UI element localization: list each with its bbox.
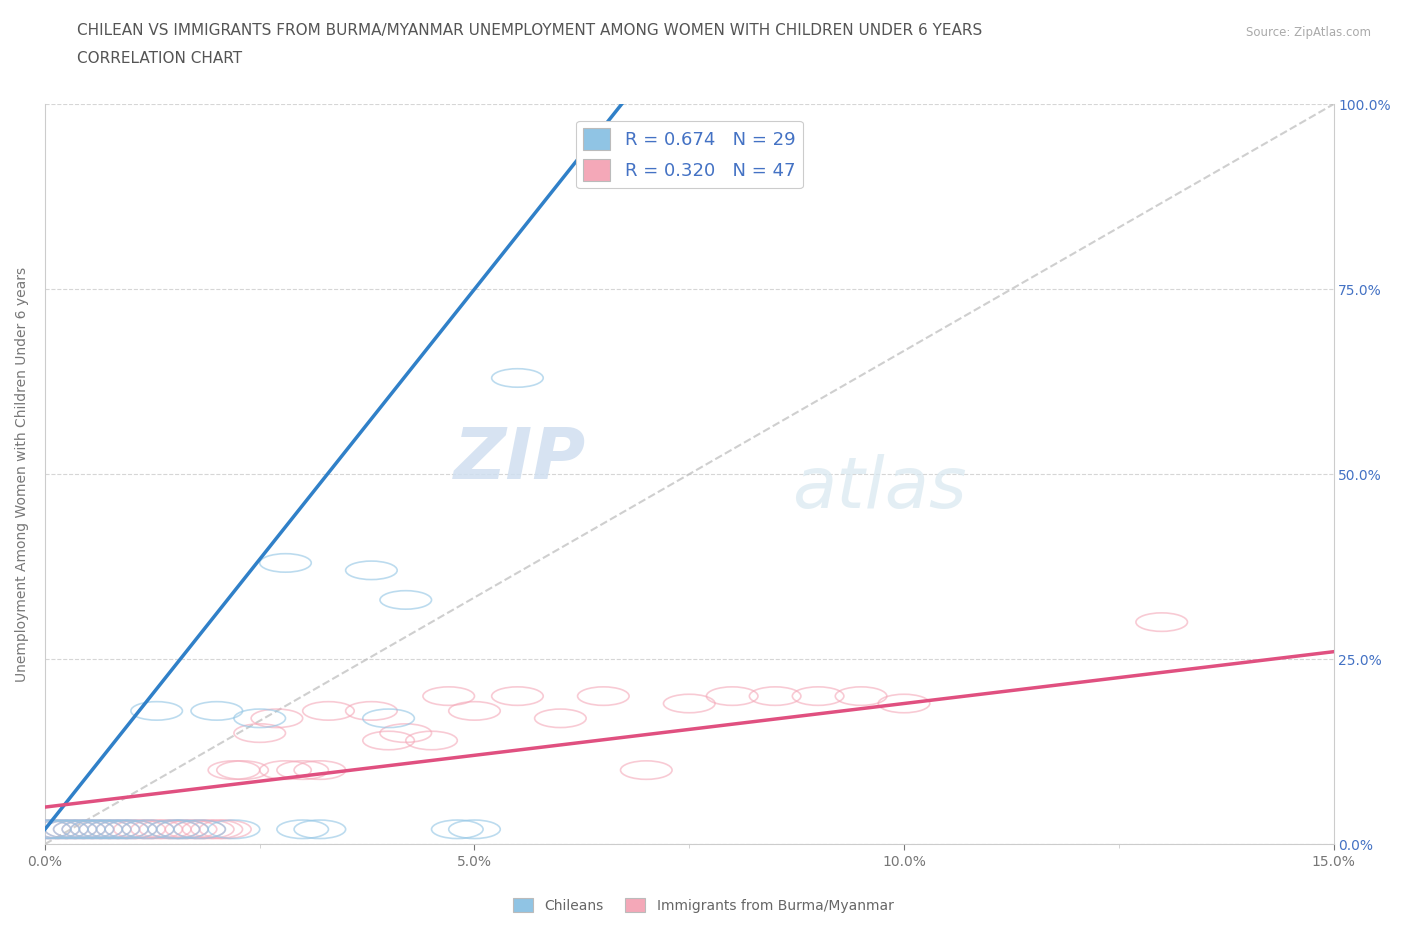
Text: CORRELATION CHART: CORRELATION CHART [77,51,242,66]
Text: ZIP: ZIP [454,425,586,494]
Y-axis label: Unemployment Among Women with Children Under 6 years: Unemployment Among Women with Children U… [15,267,30,682]
Text: atlas: atlas [793,455,967,524]
Text: CHILEAN VS IMMIGRANTS FROM BURMA/MYANMAR UNEMPLOYMENT AMONG WOMEN WITH CHILDREN : CHILEAN VS IMMIGRANTS FROM BURMA/MYANMAR… [77,23,983,38]
Legend: R = 0.674   N = 29, R = 0.320   N = 47: R = 0.674 N = 29, R = 0.320 N = 47 [576,121,803,188]
Legend: Chileans, Immigrants from Burma/Myanmar: Chileans, Immigrants from Burma/Myanmar [508,893,898,919]
Text: Source: ZipAtlas.com: Source: ZipAtlas.com [1246,26,1371,39]
